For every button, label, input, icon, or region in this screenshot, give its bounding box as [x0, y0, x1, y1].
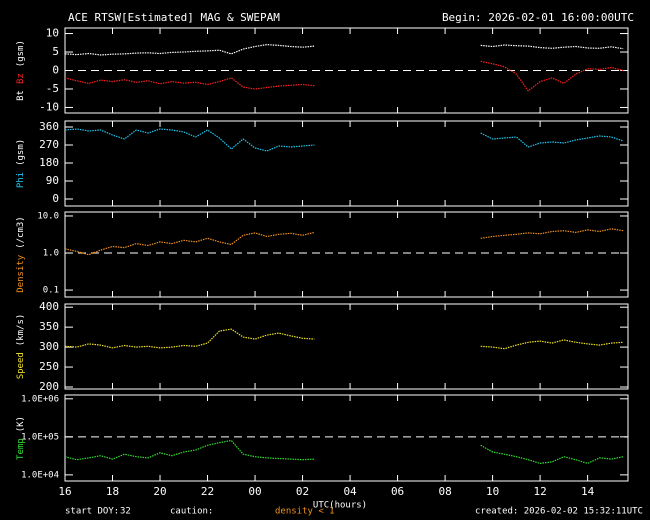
y-tick-label: 200: [39, 380, 59, 393]
y-axis-label: Bt Bz (gsm): [16, 40, 26, 101]
data-line: [64, 439, 624, 465]
start-label: start DOY:: [65, 507, 119, 517]
y-axis-unit: (gsm): [16, 40, 26, 67]
y-tick-label: 1.0E+04: [21, 470, 59, 480]
x-tick-label: 02: [296, 485, 309, 498]
x-tick-label: 16: [58, 485, 71, 498]
x-tick-label: 00: [248, 485, 261, 498]
x-tick-label: 18: [106, 485, 119, 498]
x-tick-label: 06: [391, 485, 404, 498]
x-tick-label: 22: [201, 485, 214, 498]
x-axis-label: UTC(hours): [313, 501, 367, 511]
start-doy: 32: [120, 507, 131, 517]
panel-frame: [64, 211, 629, 298]
data-line: [64, 128, 624, 152]
x-tick-label: 12: [533, 485, 546, 498]
y-axis-unit: (K): [16, 416, 26, 432]
y-tick-label: 0: [52, 64, 59, 77]
data-line: [64, 228, 624, 256]
legend-label: Temp: [16, 438, 26, 460]
y-axis-label: Speed (km/s): [16, 314, 26, 380]
y-tick-label: 0.1: [43, 286, 59, 296]
y-tick-label: -5: [46, 82, 59, 95]
legend-label: Bt: [16, 90, 26, 101]
y-tick-label: 360: [39, 120, 59, 133]
caution-label: caution:: [170, 507, 213, 517]
y-tick-label: 10: [46, 27, 59, 40]
caution: density < 1: [275, 507, 335, 517]
y-tick-label: 5: [52, 45, 59, 58]
data-line: [64, 328, 624, 350]
y-tick-label: 300: [39, 340, 59, 353]
panel-frame: [64, 120, 629, 207]
y-axis-unit: (gsm): [16, 139, 26, 166]
y-axis-label: Phi (gsm): [16, 139, 26, 188]
legend-label: Speed: [16, 352, 26, 379]
panel-frame: [64, 394, 629, 482]
y-tick-label: 10.0: [37, 211, 59, 221]
legend-label: Bz: [16, 73, 26, 84]
x-tick-label: 08: [438, 485, 451, 498]
y-tick-label: 90: [46, 174, 59, 187]
data-line: [64, 43, 624, 56]
legend-label: Phi: [16, 172, 26, 188]
legend-label: Density: [16, 254, 26, 293]
y-tick-label: 350: [39, 320, 59, 333]
y-tick-label: 400: [39, 300, 59, 313]
y-axis-unit: (km/s): [16, 314, 26, 347]
y-tick-label: 1.0E+06: [21, 394, 59, 404]
y-axis-label: Temp (K): [16, 416, 26, 460]
y-tick-label: 1.0E+05: [21, 432, 59, 442]
y-tick-label: -10: [39, 100, 59, 113]
y-axis-label: Density (/cm3): [16, 216, 26, 292]
created: created: 2026-02-02 15:32:11UTC: [475, 507, 643, 517]
y-tick-label: 270: [39, 138, 59, 151]
begin-time: Begin: 2026-02-01 16:00:00UTC: [442, 11, 634, 24]
x-tick-label: 10: [486, 485, 499, 498]
y-tick-label: 250: [39, 360, 59, 373]
y-tick-label: 1.0: [43, 249, 59, 259]
chart-title: ACE RTSW[Estimated] MAG & SWEPAM: [68, 11, 280, 24]
y-tick-label: 180: [39, 156, 59, 169]
y-axis-unit: (/cm3): [16, 216, 26, 249]
data-line: [64, 60, 624, 92]
y-tick-label: 0: [52, 192, 59, 205]
x-tick-label: 04: [343, 485, 357, 498]
x-tick-label: 14: [581, 485, 595, 498]
x-tick-label: 20: [153, 485, 166, 498]
